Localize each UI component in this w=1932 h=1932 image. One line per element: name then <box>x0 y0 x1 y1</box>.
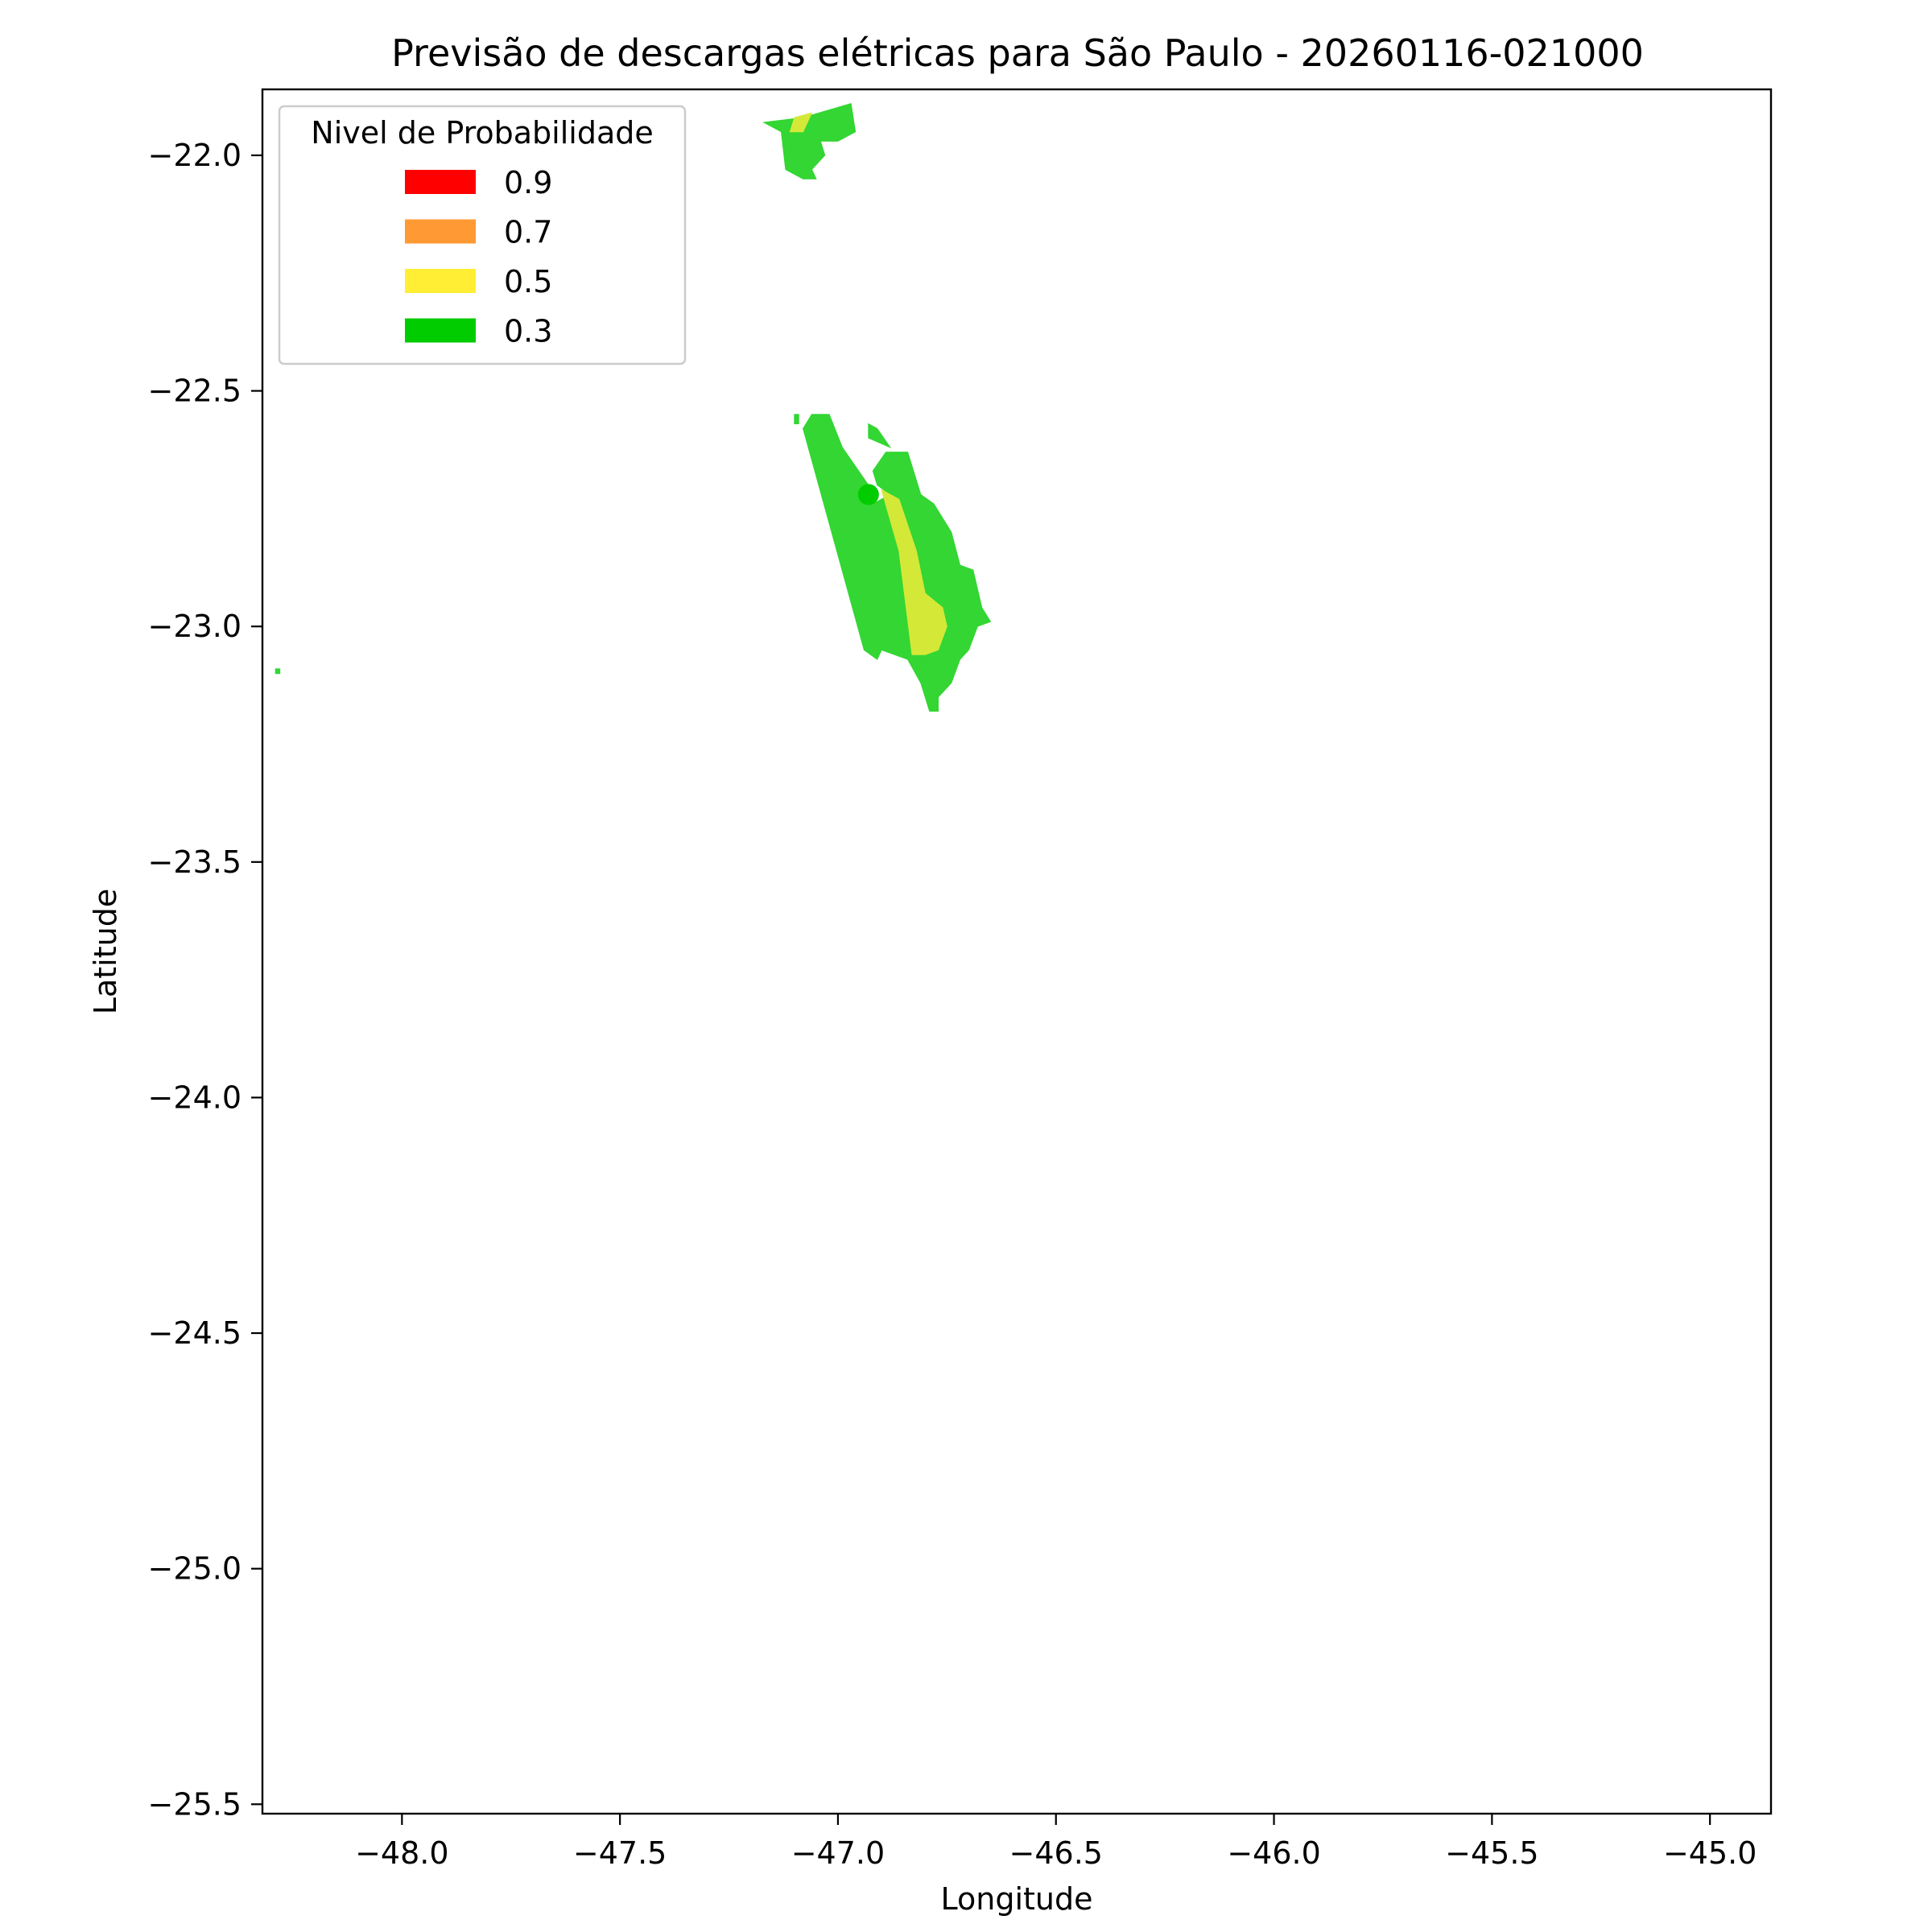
y-tick-label: −23.5 <box>148 844 242 880</box>
y-tick-label: −23.0 <box>148 609 242 644</box>
x-tick-label: −47.0 <box>791 1835 885 1871</box>
legend: Nivel de Probabilidade 0.9 0.7 0.5 0.3 <box>278 105 687 365</box>
probability-regions <box>275 102 992 712</box>
y-tick-label: −24.0 <box>148 1080 242 1115</box>
forecast-points <box>857 484 879 506</box>
region-level-0-3-6 <box>275 668 281 675</box>
region-level-0-5-5 <box>881 489 947 655</box>
region-level-0-3-3 <box>794 414 799 424</box>
forecast-point-0 <box>857 484 879 506</box>
y-tick-label: −24.5 <box>148 1315 242 1351</box>
legend-label-0-5: 0.5 <box>504 264 552 299</box>
legend-swatch-0-9 <box>405 170 476 194</box>
legend-label-0-3: 0.3 <box>504 314 552 349</box>
region-level-0-3-2 <box>803 414 992 712</box>
legend-swatch-0-5 <box>405 269 476 293</box>
x-axis-ticks: −48.0 −47.5 −47.0 −46.5 −46.0 −45.5 −45.0 <box>355 1814 1757 1871</box>
x-tick-label: −46.5 <box>1009 1835 1103 1871</box>
region-level-0-3-4 <box>868 423 892 448</box>
x-axis-label: Longitude <box>941 1881 1093 1917</box>
legend-swatch-0-3 <box>405 318 476 343</box>
plot-frame <box>261 88 1773 1815</box>
legend-entries: 0.9 0.7 0.5 0.3 <box>405 165 552 349</box>
legend-label-0-7: 0.7 <box>504 215 552 250</box>
x-tick-label: −45.0 <box>1663 1835 1757 1871</box>
y-tick-label: −22.5 <box>148 374 242 409</box>
chart-title: Previsão de descargas elétricas para São… <box>391 31 1644 75</box>
region-level-0-5-1 <box>789 112 813 133</box>
legend-swatch-0-7 <box>405 219 476 244</box>
x-tick-label: −47.5 <box>573 1835 667 1871</box>
x-tick-label: −46.0 <box>1227 1835 1320 1871</box>
y-axis-ticks: −22.0 −22.5 −23.0 −23.5 −24.0 −24.5 −25.0 −25.5 <box>148 138 262 1822</box>
region-level-0-3-0 <box>762 102 857 180</box>
legend-label-0-9: 0.9 <box>504 165 552 200</box>
y-tick-label: −25.0 <box>148 1551 242 1587</box>
y-tick-label: −25.5 <box>148 1786 242 1822</box>
y-tick-label: −22.0 <box>148 138 242 173</box>
legend-box <box>278 105 687 365</box>
x-tick-label: −48.0 <box>355 1835 448 1871</box>
x-tick-label: −45.5 <box>1445 1835 1538 1871</box>
legend-title: Nivel de Probabilidade <box>311 115 653 151</box>
y-axis-label: Latitude <box>88 889 123 1014</box>
